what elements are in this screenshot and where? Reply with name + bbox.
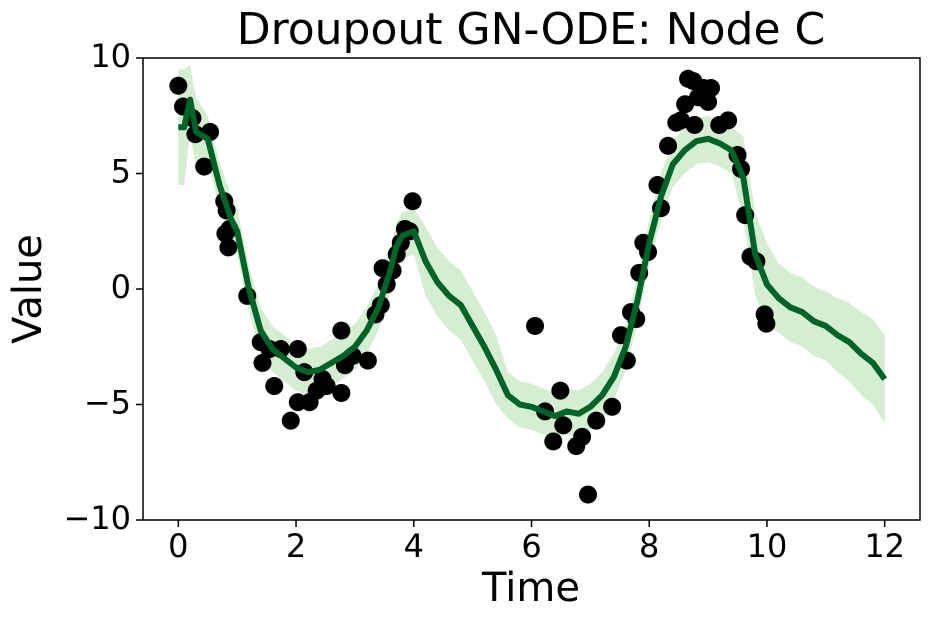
x-tick-label: 0: [168, 527, 188, 565]
data-point: [332, 321, 351, 340]
data-point: [169, 76, 188, 95]
data-point: [219, 238, 238, 257]
data-point: [672, 111, 691, 130]
data-point: [685, 115, 704, 134]
data-point: [579, 485, 598, 504]
x-tick-label: 4: [404, 527, 424, 565]
data-point: [699, 92, 718, 111]
uncertainty-band: [178, 64, 885, 440]
y-axis-label: Value: [5, 234, 51, 344]
x-tick-label: 12: [864, 527, 905, 565]
x-tick-label: 10: [747, 527, 788, 565]
x-tick-label: 2: [286, 527, 306, 565]
data-point: [526, 316, 545, 335]
data-point: [554, 416, 573, 435]
plot-frame: [142, 57, 921, 521]
y-tick-label: 10: [90, 37, 131, 75]
data-point: [288, 340, 307, 359]
data-point: [551, 381, 570, 400]
data-point: [195, 157, 214, 176]
data-point: [332, 383, 351, 402]
data-point: [587, 411, 606, 430]
data-point: [253, 353, 272, 372]
data-point: [544, 432, 563, 451]
data-point: [659, 136, 678, 155]
y-tick-label: −10: [63, 499, 131, 537]
x-axis-label: Time: [481, 565, 580, 611]
data-point: [757, 314, 776, 333]
data-point: [573, 427, 592, 446]
y-tick-label: 5: [111, 153, 131, 191]
y-tick-label: 0: [111, 268, 131, 306]
data-point: [603, 397, 622, 416]
x-tick-label: 8: [639, 527, 659, 565]
data-point: [702, 79, 721, 98]
chart-title: Droupout GN-ODE: Node C: [237, 4, 826, 55]
data-point: [317, 377, 336, 396]
data-point: [358, 351, 377, 370]
x-tick-label: 6: [521, 527, 541, 565]
y-tick-label: −5: [84, 384, 131, 422]
data-point: [281, 411, 300, 430]
data-point: [719, 111, 738, 130]
data-point: [403, 192, 422, 211]
mean-line: [178, 96, 888, 420]
data-point: [265, 377, 284, 396]
